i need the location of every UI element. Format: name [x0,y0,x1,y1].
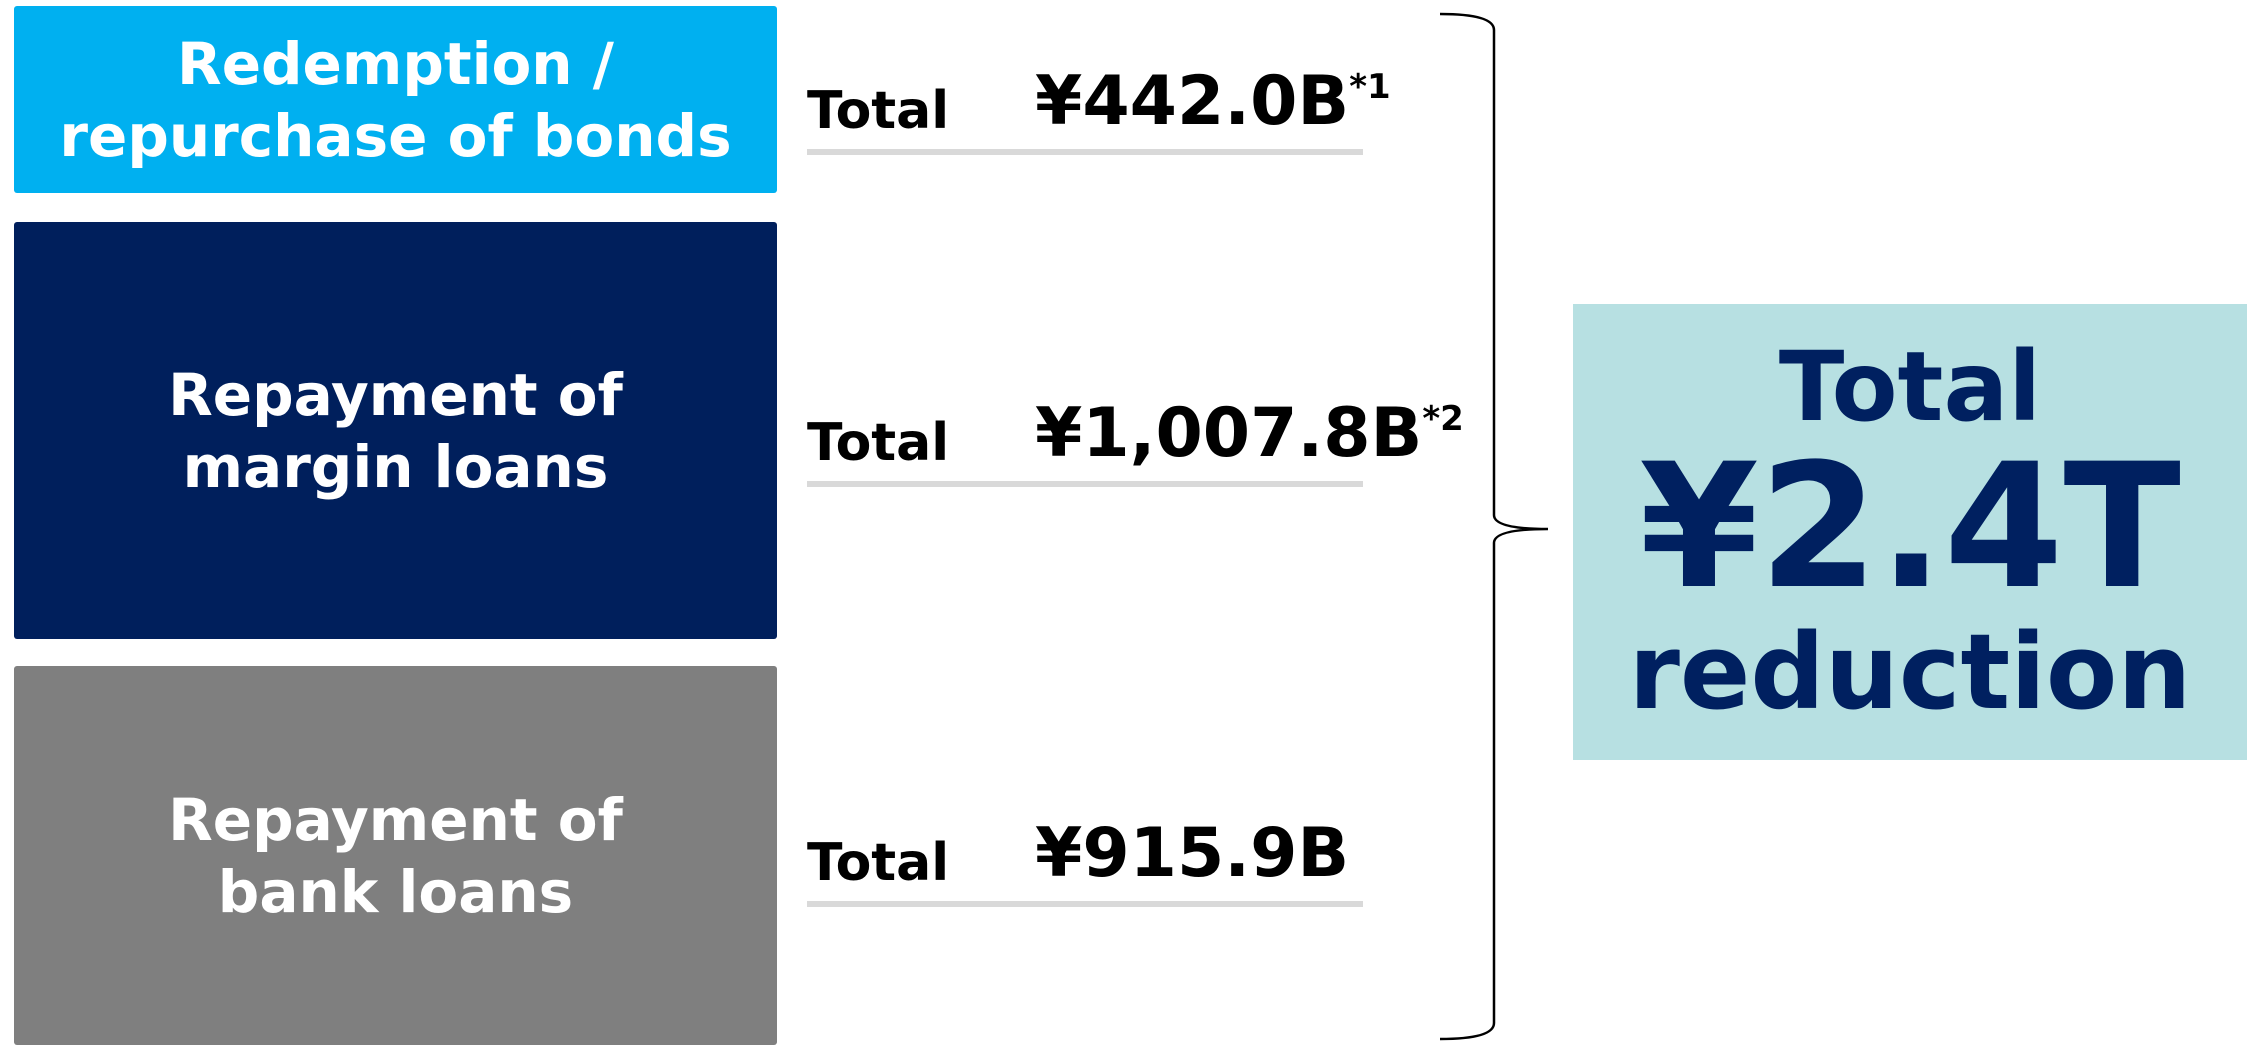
amount: ¥1,007.8B*2 [1035,394,1464,473]
box-label: Repayment of [168,360,623,429]
box-label: Redemption / [177,29,614,98]
category-box: Repayment of bank loans [14,666,777,1045]
amount: ¥915.9B [1035,814,1349,893]
category-box: Redemption / repurchase of bonds [14,6,777,193]
total-label: Total [807,413,950,473]
total-label: Total [807,81,950,141]
brace-path [1439,12,1549,1041]
amount-row: Total ¥1,007.8B*2 [807,394,1464,487]
summary-amount: ¥2.4T [1639,426,2181,627]
amount-value: ¥1,007.8B [1035,394,1423,473]
footnote: *1 [1349,67,1391,107]
box-label: bank loans [217,857,574,926]
amount-value: ¥915.9B [1035,814,1350,893]
amount-row: Total ¥442.0B*1 [807,62,1391,155]
amount-row: Total ¥915.9B [807,814,1363,907]
summary-box: Total ¥2.4T reduction [1573,304,2247,760]
summary-bottom: reduction [1628,611,2192,733]
summary-top: Total [1778,331,2042,443]
box-label: repurchase of bonds [59,101,732,170]
amount-value: ¥442.0B [1035,62,1350,141]
brace [1439,12,1549,1041]
category-box: Repayment of margin loans [14,222,777,639]
box-label: margin loans [182,432,609,501]
box-label: Repayment of [168,785,623,854]
footnote: *2 [1422,399,1464,439]
total-label: Total [807,833,950,893]
amount: ¥442.0B*1 [1035,62,1391,141]
